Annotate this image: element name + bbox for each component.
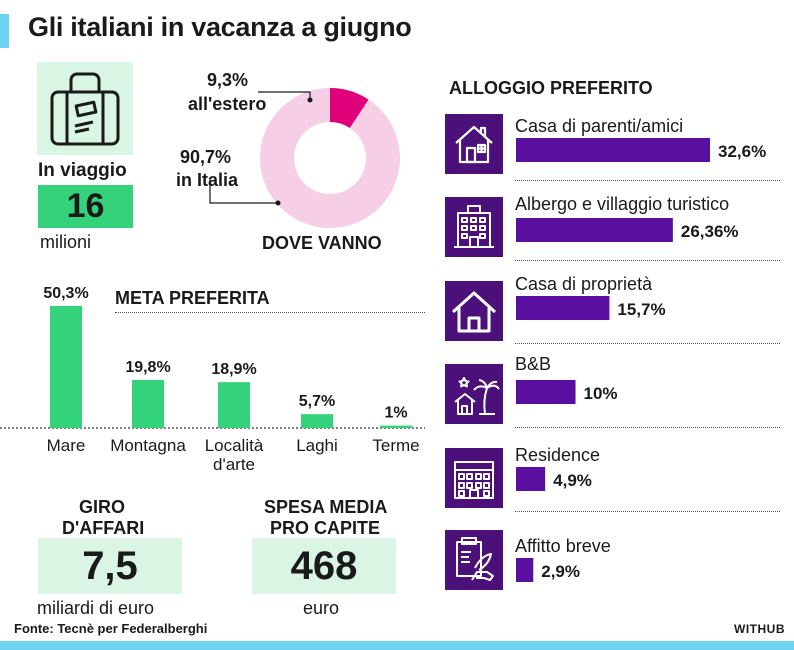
spending-label-line2: PRO CAPITE — [270, 518, 381, 538]
source-note: Fonte: Tecnè per Federalberghi — [14, 621, 208, 636]
housing-label-4: Residence — [515, 445, 601, 465]
housing-bar-value-label: 32,6% — [718, 142, 766, 161]
housing-label-0: Casa di parenti/amici — [515, 116, 684, 136]
meta-bar-value-label: 5,7% — [299, 393, 335, 410]
brand-logo: WITHUB — [734, 622, 785, 636]
suitcase-icon — [37, 62, 133, 155]
housing-bar-0 — [516, 138, 710, 162]
housing-bar-3 — [516, 380, 576, 404]
business-value: 7,5 — [38, 538, 182, 594]
title-accent-bar — [0, 14, 9, 48]
housing-label-2: Casa di proprietà — [515, 274, 653, 294]
meta-bar-3 — [301, 414, 333, 428]
meta-bar-2 — [218, 382, 250, 428]
travelers-label: In viaggio — [38, 160, 127, 181]
italy-leader-line — [209, 178, 278, 204]
business-label-line2: D'AFFARI — [62, 518, 145, 538]
home-outline-icon — [445, 281, 503, 341]
meta-bar-value-label: 19,8% — [125, 359, 170, 376]
abroad-leader-dot — [307, 97, 313, 103]
housing-label-5: Affitto breve — [515, 536, 611, 556]
housing-bar-value-label: 2,9% — [541, 562, 580, 581]
hotel-icon — [445, 197, 503, 257]
housing-label-3: B&B — [515, 354, 552, 374]
meta-bar-1 — [132, 379, 164, 428]
page-title: Gli italiani in vacanza a giugno — [28, 12, 412, 42]
abroad-pct: 9,3% — [207, 70, 249, 90]
housing-divider — [515, 260, 780, 261]
spending-value: 468 — [252, 538, 396, 594]
house-icon — [445, 114, 503, 174]
business-unit: miliardi di euro — [37, 598, 155, 618]
meta-category-label: d'arte — [213, 455, 255, 474]
housing-bar-2 — [516, 296, 610, 320]
meta-category-label: Terme — [372, 436, 419, 455]
spending-label-line1: SPESA MEDIA — [264, 497, 388, 517]
housing-divider — [515, 343, 780, 344]
housing-divider — [515, 427, 780, 428]
destination-chart-title: DOVE VANNO — [262, 233, 382, 253]
spending-unit: euro — [303, 598, 340, 618]
short-rental-icon — [445, 530, 503, 590]
housing-bar-value-label: 4,9% — [553, 471, 592, 490]
abroad-label: all'estero — [188, 94, 267, 114]
meta-bar-chart: 50,3% Mare 19,8% Montagna 18,9% Localitàd'art… — [0, 285, 425, 474]
housing-divider — [515, 511, 780, 512]
travelers-unit: milioni — [40, 232, 92, 252]
abroad-leader-line — [258, 91, 311, 100]
italy-pct: 90,7% — [180, 147, 232, 167]
bnb-palm-icon — [445, 364, 503, 424]
meta-bar-value-label: 1% — [384, 405, 407, 422]
housing-bar-4 — [516, 467, 546, 491]
housing-bar-chart: 32,6% 26,36% 15,7% 10% 4,9% 2,9% — [516, 138, 766, 582]
residence-building-icon — [445, 448, 503, 508]
destination-donut-chart — [209, 88, 400, 228]
meta-title-divider — [115, 312, 425, 313]
housing-bar-value-label: 26,36% — [681, 222, 739, 241]
housing-bar-1 — [516, 218, 673, 242]
donut-slice-abroad — [330, 88, 369, 128]
meta-bar-0 — [50, 306, 82, 428]
italy-leader-dot — [275, 200, 281, 206]
meta-bar-4 — [380, 425, 412, 428]
meta-bar-value-label: 50,3% — [43, 285, 88, 302]
housing-chart-title: ALLOGGIO PREFERITO — [449, 78, 653, 98]
travelers-value: 16 — [38, 185, 133, 228]
housing-label-1: Albergo e villaggio turistico — [515, 194, 730, 214]
footer-accent-bar — [0, 641, 794, 650]
italy-label: in Italia — [176, 170, 239, 190]
meta-category-label: Laghi — [296, 436, 338, 455]
meta-category-label: Località — [205, 436, 264, 455]
meta-bar-value-label: 18,9% — [211, 361, 256, 378]
housing-bar-value-label: 10% — [584, 384, 618, 403]
meta-category-label: Montagna — [110, 436, 186, 455]
meta-chart-title: META PREFERITA — [115, 288, 270, 308]
housing-divider — [515, 180, 780, 181]
donut-slice-italy — [260, 88, 400, 228]
housing-bar-value-label: 15,7% — [617, 300, 665, 319]
housing-bar-5 — [516, 558, 534, 582]
business-label-line1: GIRO — [79, 497, 126, 517]
meta-category-label: Mare — [47, 436, 86, 455]
